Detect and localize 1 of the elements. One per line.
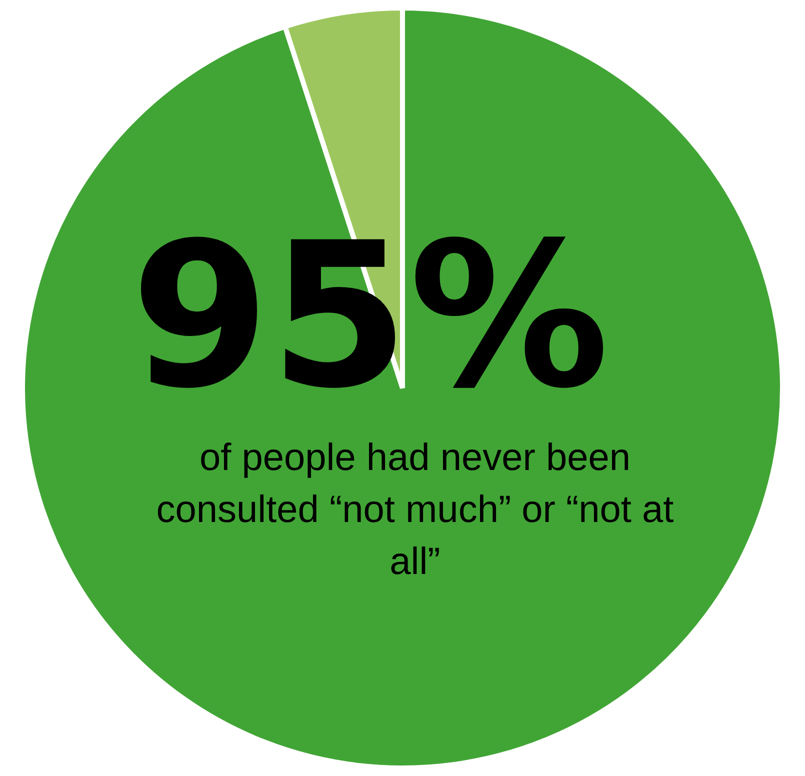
text: of people had never been consulted “not much” or “not at all” [156,437,674,583]
